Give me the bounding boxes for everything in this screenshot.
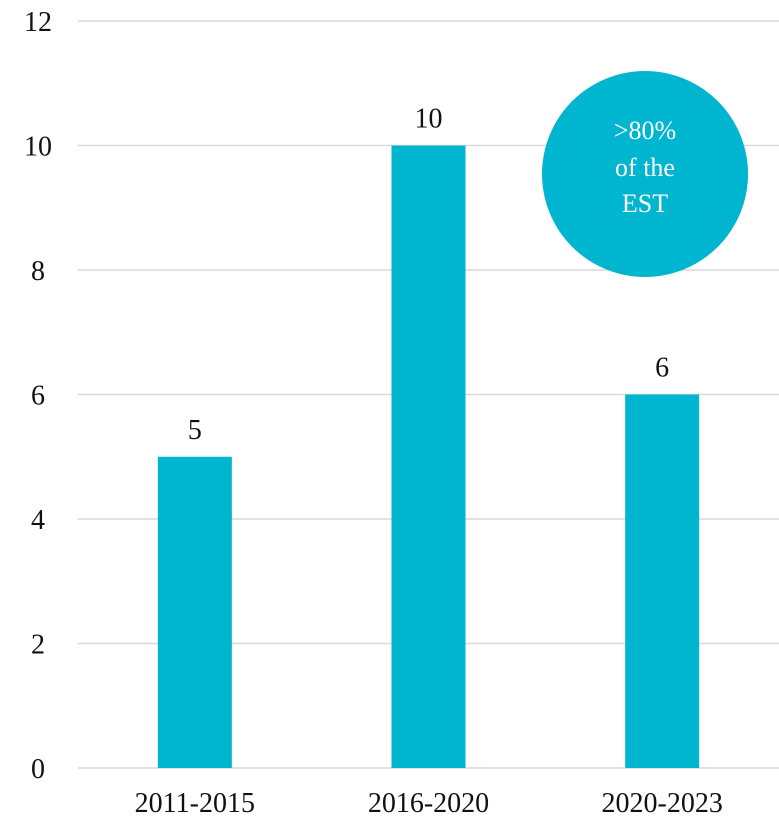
- y-tick-label: 12: [24, 7, 52, 38]
- y-tick-label: 0: [31, 754, 45, 785]
- y-tick-label: 4: [31, 505, 45, 536]
- annotation-line-3: EST: [622, 189, 668, 218]
- data-label: 5: [188, 415, 202, 446]
- data-label: 10: [415, 104, 443, 135]
- y-axis-ticks: 0 2 4 6 8 10 12: [24, 7, 52, 785]
- bar-2011-2015: [157, 456, 232, 768]
- y-tick-label: 8: [31, 256, 45, 287]
- x-tick-label: 2016-2020: [368, 788, 489, 817]
- annotation-line-1: >80%: [614, 116, 676, 145]
- y-tick-label: 10: [24, 132, 52, 163]
- x-axis-ticks: 2011-2015 2016-2020 2020-2023: [135, 788, 723, 817]
- data-labels: 5 10 6: [188, 104, 669, 446]
- annotation-badge: >80% of the EST: [542, 71, 748, 277]
- y-tick-label: 6: [31, 381, 45, 412]
- y-tick-label: 2: [31, 630, 45, 661]
- bar-2020-2023: [625, 394, 700, 768]
- bar-2016-2020: [391, 145, 466, 768]
- x-tick-label: 2020-2023: [602, 788, 723, 817]
- annotation-line-2: of the: [615, 153, 675, 182]
- annotation-circle: [542, 71, 748, 277]
- x-tick-label: 2011-2015: [135, 788, 255, 817]
- bars: [157, 145, 700, 768]
- data-label: 6: [655, 353, 669, 384]
